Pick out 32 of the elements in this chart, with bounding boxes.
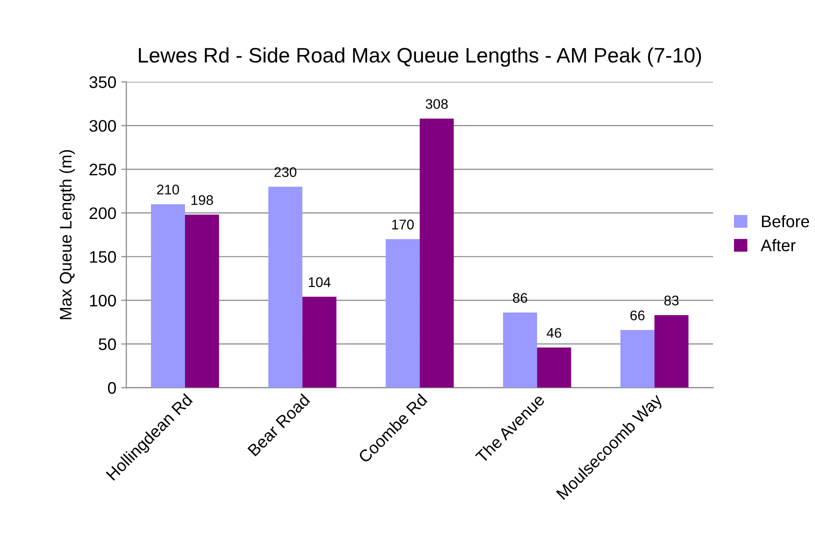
y-tick-label: 250 — [90, 164, 116, 176]
y-axis-title: Max Queue Length (m) — [59, 150, 75, 320]
data-label: 83 — [664, 296, 679, 306]
y-tick-label: 100 — [90, 294, 116, 307]
data-label: 104 — [308, 277, 331, 288]
data-label: 308 — [426, 99, 448, 109]
chart-title: Lewes Rd - Side Road Max Queue Lengths - AM Peak (7-10) — [138, 47, 702, 67]
bar — [537, 347, 572, 388]
bar — [185, 214, 220, 388]
data-label: 46 — [546, 328, 562, 338]
data-label: 198 — [191, 195, 214, 205]
y-tick-label: 300 — [89, 120, 116, 132]
y-tick-label: 350 — [89, 76, 116, 88]
legend-label: Before — [762, 215, 810, 228]
legend-label: After — [760, 239, 796, 252]
bar — [386, 239, 420, 388]
y-tick-label: 0 — [108, 382, 116, 394]
bar — [268, 186, 302, 388]
data-label: 230 — [274, 167, 296, 178]
y-tick-label: 200 — [90, 207, 116, 220]
bar — [503, 312, 538, 388]
bar — [420, 118, 454, 388]
data-label: 170 — [392, 220, 414, 230]
bar — [654, 315, 688, 388]
bar — [620, 330, 654, 388]
y-tick-label: 150 — [90, 251, 116, 263]
data-label: 86 — [512, 293, 528, 303]
data-label: 66 — [630, 310, 645, 320]
data-label: 210 — [157, 184, 180, 195]
y-tick-label: 50 — [98, 338, 116, 350]
bar — [302, 296, 336, 388]
bar — [150, 204, 186, 388]
